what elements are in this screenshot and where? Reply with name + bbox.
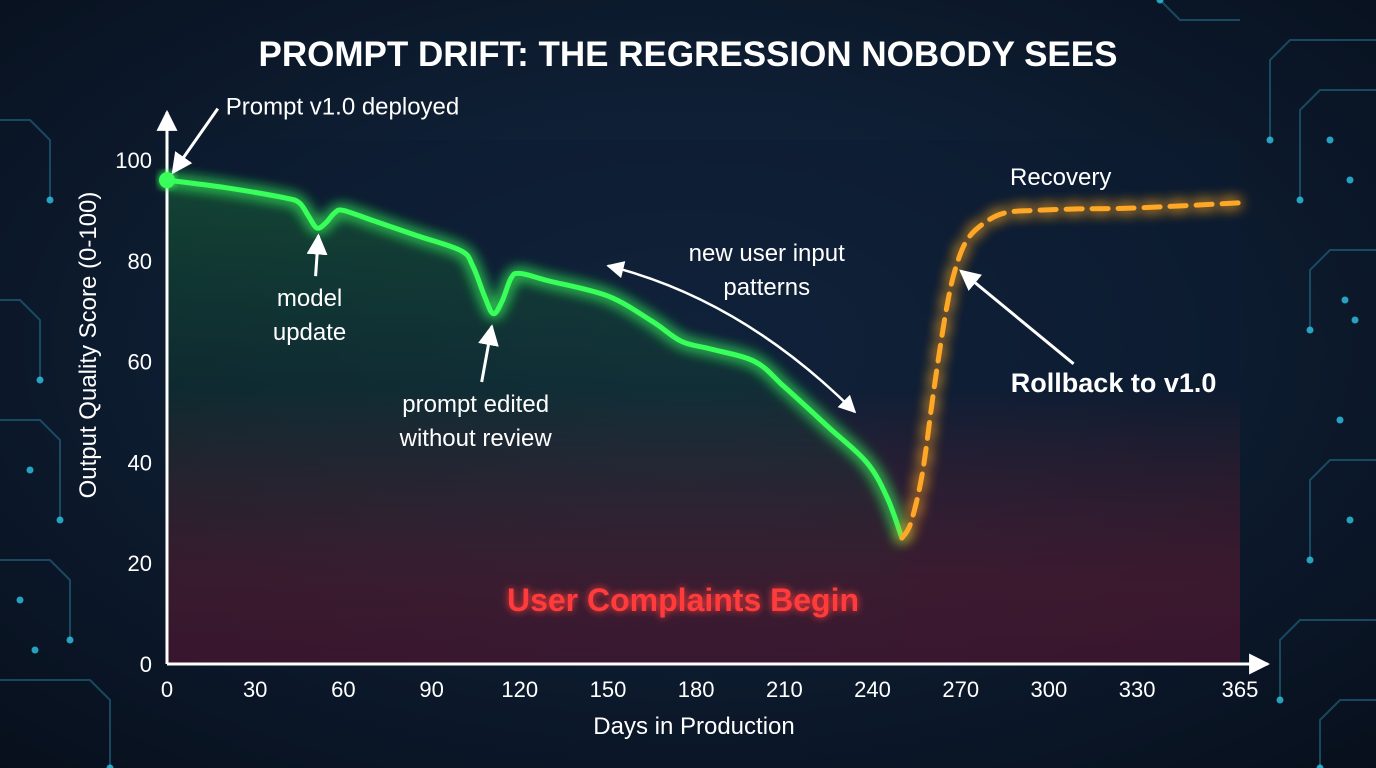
x-tick-label: 60 — [331, 677, 355, 702]
x-tick-label: 90 — [419, 677, 443, 702]
x-tick-label: 0 — [161, 677, 173, 702]
circuit-node — [1326, 136, 1334, 144]
y-tick-label: 60 — [128, 350, 152, 375]
circuit-trace — [1309, 249, 1376, 330]
x-tick-label: 120 — [501, 677, 538, 702]
circuit-node — [1346, 516, 1354, 524]
circuit-node — [56, 516, 64, 524]
circuit-node — [106, 764, 114, 768]
circuit-trace — [1269, 39, 1376, 140]
circuit-node — [66, 636, 74, 644]
tick-labels: 0 30 60 90 120 150 180 210 240 270 300 330 365 0 20 40 6… — [115, 148, 1258, 702]
y-tick-label: 80 — [128, 249, 152, 274]
annotation-label: patterns — [723, 274, 810, 301]
circuit-node — [1276, 696, 1284, 704]
circuit-node — [1266, 136, 1274, 144]
annotation-arrow — [959, 269, 1075, 365]
series-start-marker — [159, 172, 175, 189]
annotation-label: update — [273, 319, 346, 346]
circuit-node — [26, 466, 34, 474]
annotation-arrow — [306, 233, 328, 277]
x-tick-label: 30 — [243, 677, 267, 702]
annotation-label: prompt edited — [402, 391, 549, 418]
circuit-node — [1346, 176, 1354, 184]
x-tick-label: 210 — [766, 677, 803, 702]
annotation-label: without review — [399, 425, 553, 452]
series-line-2 — [899, 200, 1243, 541]
circuit-node — [31, 646, 39, 654]
x-tick-label: 240 — [854, 677, 891, 702]
circuit-node — [1336, 416, 1344, 424]
series-area-fill — [167, 180, 902, 664]
x-tick-label: 300 — [1031, 677, 1068, 702]
circuit-trace — [0, 119, 51, 200]
y-tick-label: 20 — [128, 551, 152, 576]
circuit-trace — [0, 419, 61, 520]
y-tick-label: 0 — [140, 652, 152, 677]
x-axis-label: Days in Production — [593, 713, 794, 740]
threshold-label: User Complaints Begin — [507, 582, 859, 618]
y-tick-label: 100 — [115, 148, 152, 173]
circuit-node — [16, 596, 24, 604]
x-tick-label: 150 — [590, 677, 627, 702]
x-tick-label: 270 — [942, 677, 979, 702]
circuit-node — [1341, 296, 1349, 304]
x-tick-label: 180 — [678, 677, 715, 702]
annotation-arrow — [478, 324, 499, 383]
annotation-label: model — [277, 285, 342, 312]
circuit-trace — [1309, 459, 1376, 560]
x-tick-label: 365 — [1222, 677, 1259, 702]
y-tick-label: 40 — [128, 450, 152, 475]
circuit-node — [1316, 764, 1324, 768]
circuit-node — [1306, 326, 1314, 334]
y-axis-label: Output Quality Score (0-100) — [75, 192, 102, 499]
circuit-trace — [0, 679, 111, 768]
circuit-node — [1351, 316, 1359, 324]
annotation-label: new user input — [689, 240, 845, 267]
chart-title: PROMPT DRIFT: THE REGRESSION NOBODY SEES — [259, 35, 1118, 74]
circuit-trace — [1299, 89, 1376, 200]
circuit-trace — [0, 299, 41, 380]
circuit-node — [46, 196, 54, 204]
circuit-trace — [1159, 0, 1240, 21]
area-fills — [167, 180, 1240, 664]
circuit-trace — [0, 559, 71, 640]
annotation-arrow — [606, 261, 857, 414]
x-tick-label: 330 — [1119, 677, 1156, 702]
circuit-trace — [1319, 699, 1376, 768]
circuit-trace — [1279, 619, 1376, 700]
annotation-label: Rollback to v1.0 — [1011, 368, 1217, 398]
circuit-node — [1296, 196, 1304, 204]
annotations: Prompt v1.0 deployed model update prompt ed… — [171, 94, 1217, 452]
annotation-label: Recovery — [1010, 164, 1111, 191]
axes — [156, 109, 1271, 675]
circuit-node — [36, 376, 44, 384]
annotation-label: Prompt v1.0 deployed — [226, 94, 459, 121]
annotation-arrow — [171, 107, 220, 175]
circuit-node — [1306, 556, 1314, 564]
circuit-node — [1156, 0, 1164, 4]
